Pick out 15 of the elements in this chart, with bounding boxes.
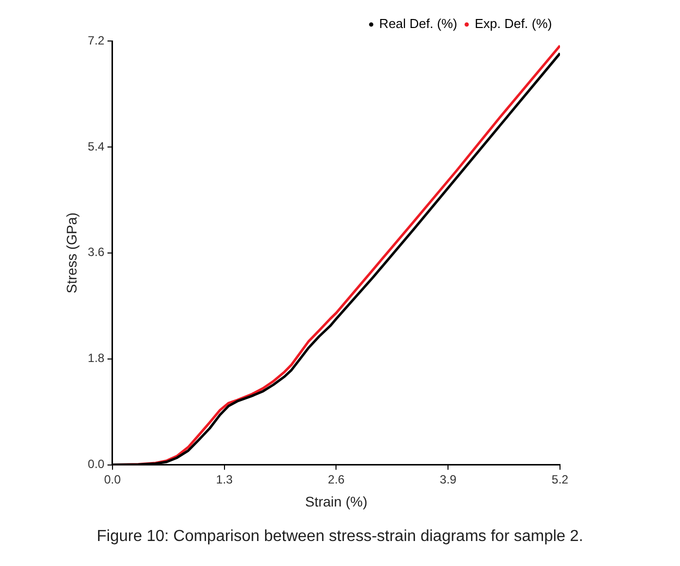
- y-tick-label: 0.0: [88, 457, 105, 472]
- x-tick-label: 0.0: [104, 472, 122, 486]
- y-tick-label: 1.8: [88, 351, 105, 366]
- y-axis-title: Stress (GPa): [63, 212, 80, 294]
- x-tick-label: 5.2: [552, 472, 569, 486]
- x-tick-label: 1.3: [216, 472, 234, 486]
- y-tick-label: 3.6: [88, 245, 105, 260]
- x-tick-label: 3.9: [440, 472, 457, 486]
- y-tick-label: 7.2: [88, 33, 105, 48]
- text: Figure 10: Comparison between stress-strain diagrams for sample 2.: [96, 528, 584, 546]
- legend-label: Exp. Def. (%): [474, 16, 552, 32]
- x-axis-title: Strain (%): [305, 493, 368, 510]
- legend-label: Real Def. (%): [379, 16, 458, 32]
- y-tick-label: 5.4: [88, 139, 105, 154]
- x-tick-label: 2.6: [328, 472, 345, 486]
